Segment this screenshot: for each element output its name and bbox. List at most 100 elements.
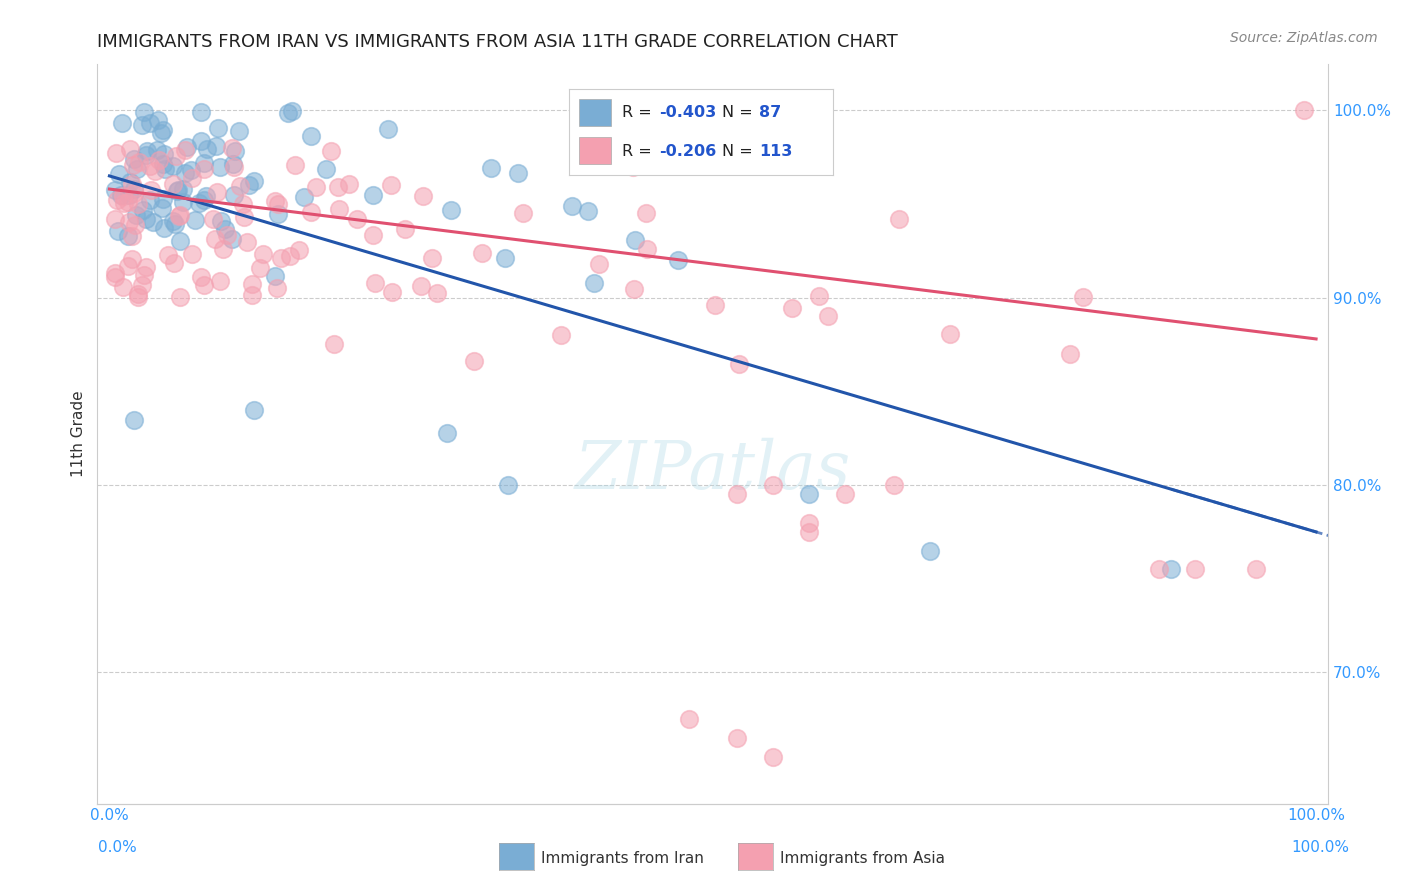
Point [512,205,534,219]
Point [111,116,134,130]
Point [725,487,748,501]
Point [264,268,287,283]
Point [287,244,309,258]
Point [118,187,141,202]
Text: 0.0%: 0.0% [98,840,138,855]
Point [162,177,184,191]
Point [834,487,856,501]
Point [209,213,232,227]
Point [270,252,292,266]
Point [582,276,605,290]
Point [167,183,190,197]
Point [127,289,149,303]
Point [762,478,785,492]
Point [124,182,146,196]
Text: ZIPatlas: ZIPatlas [575,438,851,503]
Point [725,731,748,745]
Point [939,326,962,341]
Y-axis label: 11th Grade: 11th Grade [72,391,86,477]
Point [704,298,727,312]
Point [409,278,432,293]
Point [222,160,245,174]
Point [242,174,264,188]
Point [224,144,246,158]
Point [229,178,252,193]
Point [190,135,212,149]
Point [122,186,145,200]
Point [172,182,194,196]
Point [104,270,127,285]
Point [122,158,145,172]
Point [232,210,254,224]
Point [172,194,194,209]
Point [122,412,145,426]
Point [918,543,941,558]
Point [479,161,502,176]
Point [232,196,254,211]
Point [107,167,129,181]
Point [193,155,215,169]
Point [107,224,129,238]
Point [883,478,905,492]
Point [150,201,173,215]
Point [204,232,226,246]
Point [621,160,644,174]
Point [623,282,645,296]
Point [420,251,443,265]
Point [162,214,184,228]
Point [150,126,173,140]
Point [807,289,830,303]
Point [1160,562,1182,576]
Point [112,196,135,211]
Point [550,327,572,342]
Point [780,301,803,315]
Point [281,103,304,118]
Point [118,215,141,229]
Point [127,162,149,177]
Point [181,247,204,261]
Point [323,336,346,351]
Text: Immigrants from Asia: Immigrants from Asia [780,851,945,865]
Point [436,425,458,440]
Point [207,120,229,135]
Point [299,128,322,143]
Point [394,221,416,235]
Point [377,122,399,136]
Point [236,235,259,249]
Point [636,206,658,220]
Point [208,274,231,288]
Point [252,247,274,261]
Point [152,156,174,170]
Point [167,209,190,223]
Point [162,159,184,173]
Point [153,147,176,161]
Point [381,285,404,299]
Point [165,218,187,232]
Point [471,245,494,260]
Point [304,179,326,194]
Point [181,170,204,185]
Point [156,248,179,262]
Text: Source: ZipAtlas.com: Source: ZipAtlas.com [1230,31,1378,45]
Point [165,149,187,163]
Point [148,153,170,167]
Point [222,187,245,202]
Point [104,184,127,198]
Point [240,277,263,292]
Point [166,184,188,198]
Point [135,147,157,161]
Point [222,157,245,171]
Point [1071,290,1094,304]
Point [169,234,191,248]
Point [240,287,263,301]
Point [190,104,212,119]
Point [817,309,839,323]
Point [266,280,288,294]
Point [131,119,153,133]
Text: Immigrants from Iran: Immigrants from Iran [541,851,704,865]
Point [128,155,150,169]
Point [561,199,583,213]
Point [190,269,212,284]
Point [110,188,132,202]
Point [139,183,162,197]
